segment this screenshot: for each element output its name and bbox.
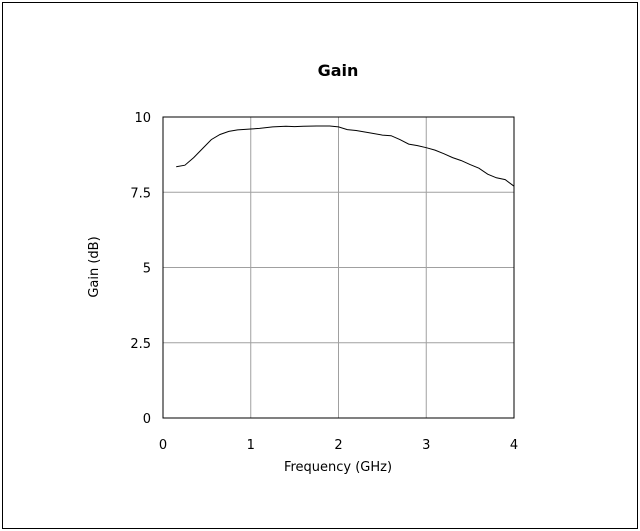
x-tick-label: 1 <box>247 438 255 453</box>
x-tick-label: 0 <box>159 438 167 453</box>
x-axis-label: Frequency (GHz) <box>284 460 392 475</box>
y-tick-label: 5 <box>143 262 151 277</box>
y-tick-label: 7.5 <box>130 186 151 201</box>
x-tick-labels: 0 1 2 3 4 <box>159 438 518 453</box>
y-axis-label: Gain (dB) <box>87 236 102 297</box>
chart-title: Gain <box>318 61 359 80</box>
grid <box>163 117 514 418</box>
y-tick-label: 2.5 <box>130 337 151 352</box>
x-tick-label: 4 <box>510 438 518 453</box>
y-tick-label: 0 <box>143 412 151 427</box>
y-tick-labels: 0 2.5 5 7.5 10 <box>130 111 151 427</box>
y-tick-label: 10 <box>134 111 151 126</box>
x-tick-label: 2 <box>334 438 342 453</box>
x-tick-label: 3 <box>422 438 430 453</box>
plot-area <box>162 116 515 419</box>
gain-series-line <box>176 125 515 187</box>
